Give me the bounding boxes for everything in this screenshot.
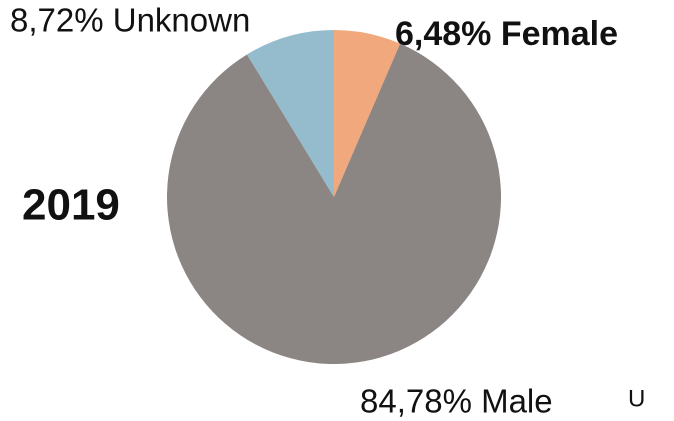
slice-label: 8,72% Unknown bbox=[10, 2, 250, 39]
slice-label: 84,78% Male bbox=[360, 383, 553, 420]
annotation: U bbox=[628, 385, 645, 412]
slice-label: 6,48% Female bbox=[395, 15, 618, 53]
chart-title: 2019 bbox=[22, 181, 120, 230]
pie-slice bbox=[166, 43, 501, 365]
pie-slice bbox=[246, 30, 334, 197]
pie-slice bbox=[334, 30, 401, 197]
